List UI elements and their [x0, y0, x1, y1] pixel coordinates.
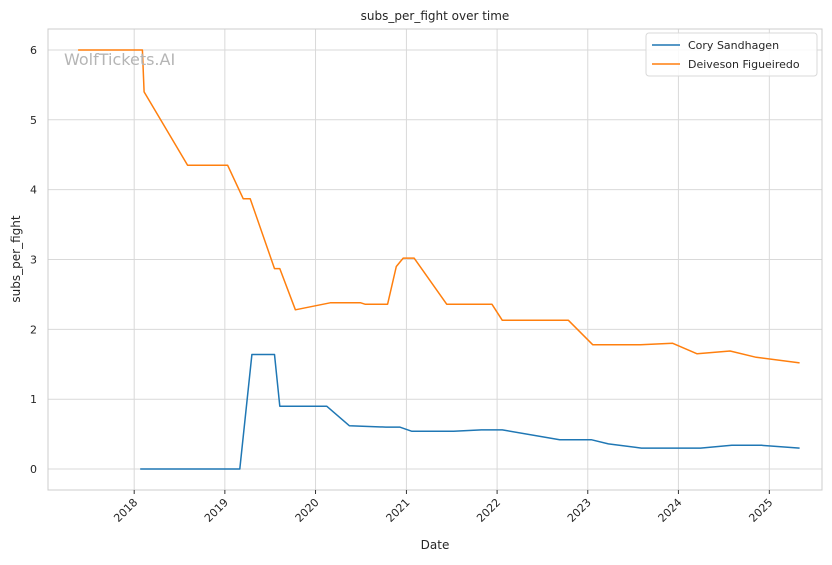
y-tick-label: 0	[30, 463, 37, 476]
watermark: WolfTickets.AI	[64, 50, 175, 69]
series-lines	[78, 49, 800, 470]
legend-box	[645, 32, 818, 77]
legend-label: Cory Sandhagen	[688, 39, 779, 52]
series-line-deiveson-figueiredo	[78, 49, 800, 364]
series-line-cory-sandhagen	[140, 353, 800, 470]
legend: Cory Sandhagen Deiveson Figueiredo	[645, 32, 818, 77]
legend-label: Deiveson Figueiredo	[688, 58, 800, 71]
chart-title: subs_per_fight over time	[361, 9, 510, 23]
grid-lines	[48, 29, 822, 490]
y-tick-label: 1	[30, 393, 37, 406]
y-tick-label: 6	[30, 44, 37, 57]
plot-area-frame	[47, 28, 823, 491]
y-axis-label: subs_per_fight	[9, 215, 23, 302]
y-tick-label: 5	[30, 114, 37, 127]
y-tick-label: 3	[30, 254, 37, 267]
y-tick-label: 2	[30, 323, 37, 336]
y-tick-label: 4	[30, 184, 37, 197]
x-axis-label: Date	[421, 538, 450, 552]
